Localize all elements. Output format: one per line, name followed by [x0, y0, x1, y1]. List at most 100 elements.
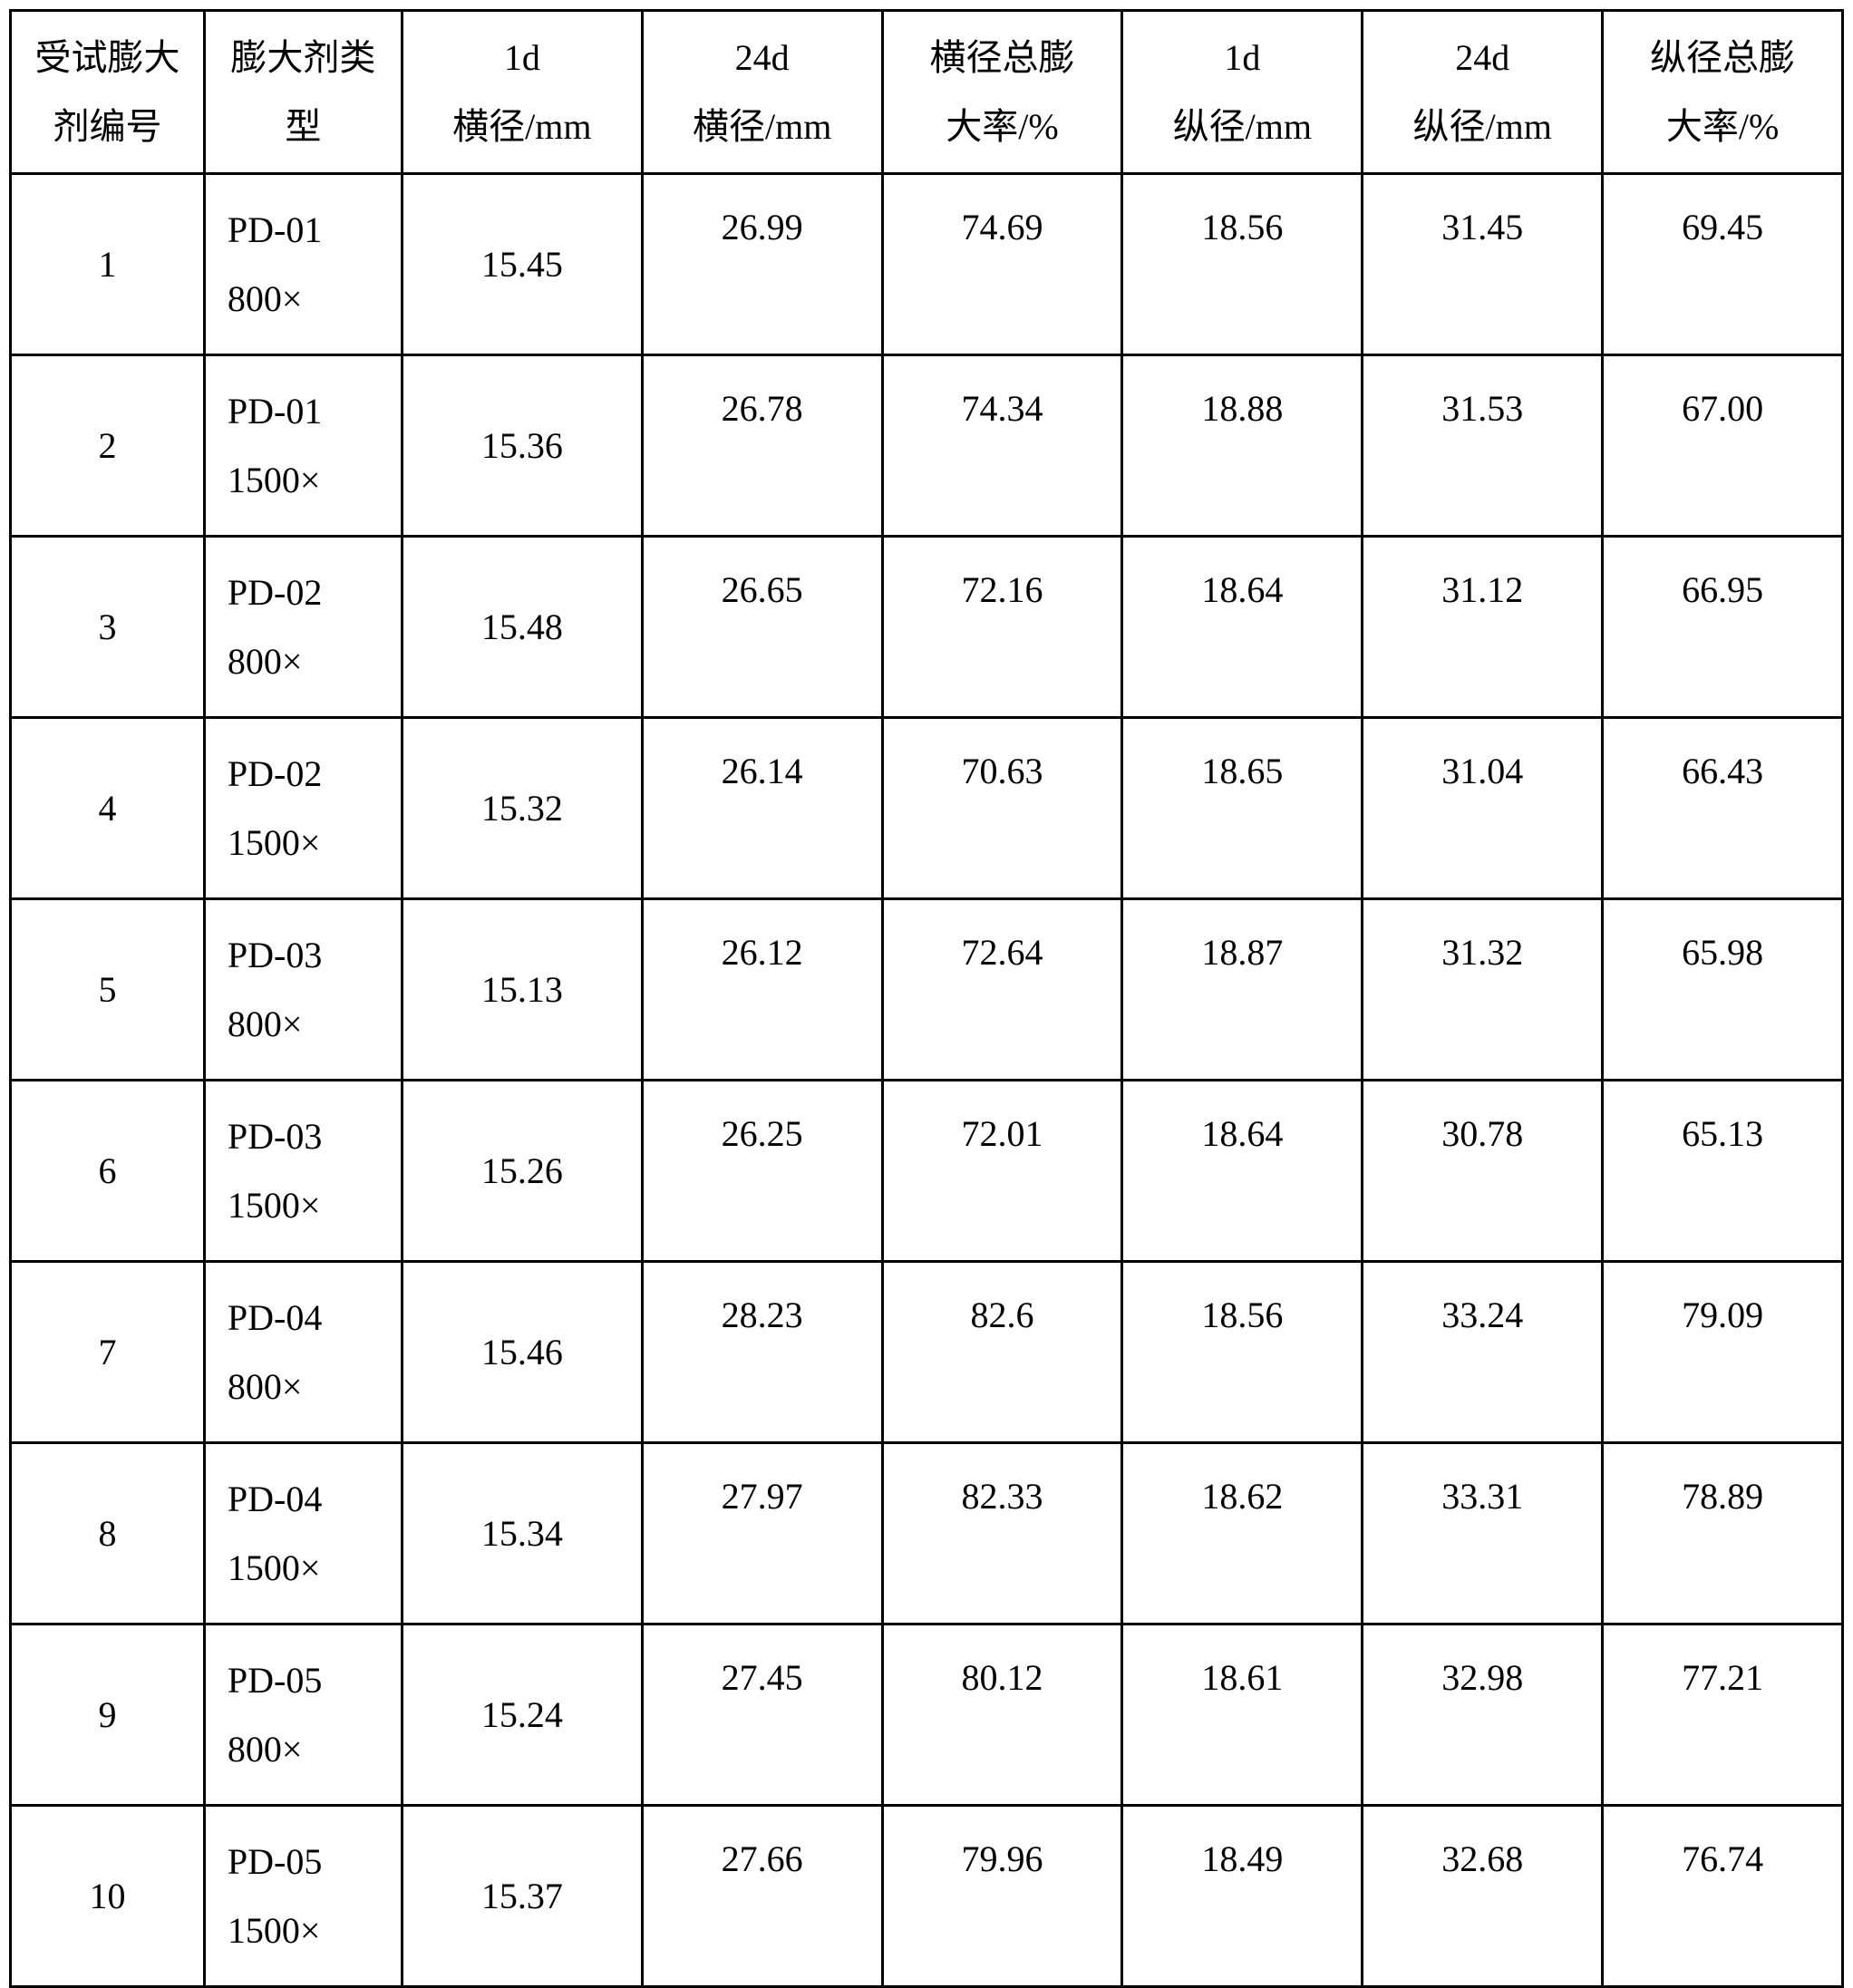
col-header-hrate: 横径总膨 大率/% [882, 11, 1122, 174]
cell-type-line1: PD-02 [228, 558, 401, 627]
cell-hrate: 70.63 [882, 718, 1122, 899]
table-body: 1PD-01800×15.4526.9974.6918.5631.4569.45… [11, 174, 1843, 1987]
cell-type: PD-01800× [204, 174, 402, 355]
table-header-row: 受试膨大 剂编号 膨大剂类 型 1d 横径/mm 24d 横径/mm 横径总膨 … [11, 11, 1843, 174]
cell-d24h: 26.65 [642, 537, 882, 718]
cell-vrate: 79.09 [1603, 1262, 1843, 1443]
col-header-vrate: 纵径总膨 大率/% [1603, 11, 1843, 174]
table-row: 2PD-011500×15.3626.7874.3418.8831.5367.0… [11, 355, 1843, 537]
cell-d1h: 15.24 [402, 1624, 642, 1806]
col-header-d24v: 24d 纵径/mm [1363, 11, 1603, 174]
cell-hrate: 72.01 [882, 1081, 1122, 1262]
cell-type-line1: PD-04 [228, 1284, 401, 1353]
cell-hrate: 74.69 [882, 174, 1122, 355]
cell-d1h: 15.48 [402, 537, 642, 718]
cell-d24v: 32.68 [1363, 1806, 1603, 1987]
cell-type-line2: 800× [228, 1353, 401, 1421]
cell-type-line1: PD-05 [228, 1828, 401, 1896]
cell-type-line1: PD-04 [228, 1465, 401, 1534]
cell-d24v: 31.12 [1363, 537, 1603, 718]
col-header-vrate-line2: 大率/% [1604, 92, 1841, 161]
cell-d24v: 31.53 [1363, 355, 1603, 537]
cell-d1v: 18.62 [1122, 1443, 1363, 1624]
cell-id: 3 [11, 537, 205, 718]
table-row: 4PD-021500×15.3226.1470.6318.6531.0466.4… [11, 718, 1843, 899]
col-header-id-line2: 剂编号 [12, 92, 203, 161]
cell-type-line1: PD-01 [228, 196, 401, 265]
cell-vrate: 69.45 [1603, 174, 1843, 355]
cell-type-line2: 1500× [228, 1896, 401, 1965]
cell-d24v: 31.32 [1363, 899, 1603, 1081]
col-header-id: 受试膨大 剂编号 [11, 11, 205, 174]
cell-id: 8 [11, 1443, 205, 1624]
cell-id: 9 [11, 1624, 205, 1806]
cell-d24v: 31.45 [1363, 174, 1603, 355]
cell-type-line2: 800× [228, 627, 401, 696]
cell-d1v: 18.56 [1122, 174, 1363, 355]
cell-d24h: 26.78 [642, 355, 882, 537]
cell-hrate: 82.33 [882, 1443, 1122, 1624]
col-header-d24v-line2: 纵径/mm [1363, 92, 1601, 161]
cell-d24h: 26.12 [642, 899, 882, 1081]
cell-id: 4 [11, 718, 205, 899]
cell-id: 5 [11, 899, 205, 1081]
cell-type: PD-05800× [204, 1624, 402, 1806]
cell-d1v: 18.61 [1122, 1624, 1363, 1806]
cell-d24h: 26.14 [642, 718, 882, 899]
table-row: 8PD-041500×15.3427.9782.3318.6233.3178.8… [11, 1443, 1843, 1624]
col-header-type-line2: 型 [206, 92, 401, 161]
col-header-hrate-line2: 大率/% [884, 92, 1121, 161]
cell-type-line2: 1500× [228, 1171, 401, 1240]
cell-vrate: 76.74 [1603, 1806, 1843, 1987]
cell-vrate: 66.95 [1603, 537, 1843, 718]
cell-vrate: 65.13 [1603, 1081, 1843, 1262]
cell-d1h: 15.36 [402, 355, 642, 537]
cell-hrate: 72.64 [882, 899, 1122, 1081]
cell-d1v: 18.65 [1122, 718, 1363, 899]
cell-type-line2: 800× [228, 265, 401, 334]
cell-d1v: 18.64 [1122, 1081, 1363, 1262]
col-header-hrate-line1: 横径总膨 [884, 24, 1121, 92]
cell-d1v: 18.49 [1122, 1806, 1363, 1987]
cell-id: 2 [11, 355, 205, 537]
table-row: 1PD-01800×15.4526.9974.6918.5631.4569.45 [11, 174, 1843, 355]
cell-id: 1 [11, 174, 205, 355]
cell-type-line2: 1500× [228, 1534, 401, 1603]
col-header-d24h-line1: 24d [644, 24, 881, 92]
col-header-d1v-line2: 纵径/mm [1123, 92, 1361, 161]
cell-type-line2: 1500× [228, 809, 401, 878]
cell-type-line2: 1500× [228, 446, 401, 515]
col-header-d24v-line1: 24d [1363, 24, 1601, 92]
cell-d24h: 27.97 [642, 1443, 882, 1624]
col-header-vrate-line1: 纵径总膨 [1604, 24, 1841, 92]
cell-type-line1: PD-02 [228, 740, 401, 809]
cell-d24h: 27.66 [642, 1806, 882, 1987]
cell-hrate: 74.34 [882, 355, 1122, 537]
cell-vrate: 65.98 [1603, 899, 1843, 1081]
cell-d24v: 33.31 [1363, 1443, 1603, 1624]
table-row: 5PD-03800×15.1326.1272.6418.8731.3265.98 [11, 899, 1843, 1081]
cell-d24h: 27.45 [642, 1624, 882, 1806]
cell-d24v: 31.04 [1363, 718, 1603, 899]
table-row: 3PD-02800×15.4826.6572.1618.6431.1266.95 [11, 537, 1843, 718]
table-row: 9PD-05800×15.2427.4580.1218.6132.9877.21 [11, 1624, 1843, 1806]
col-header-d1h: 1d 横径/mm [402, 11, 642, 174]
col-header-id-line1: 受试膨大 [12, 24, 203, 92]
table-row: 7PD-04800×15.4628.2382.618.5633.2479.09 [11, 1262, 1843, 1443]
cell-type-line1: PD-03 [228, 1102, 401, 1171]
col-header-type-line1: 膨大剂类 [206, 24, 401, 92]
cell-d1h: 15.32 [402, 718, 642, 899]
cell-d24h: 26.99 [642, 174, 882, 355]
cell-type: PD-041500× [204, 1443, 402, 1624]
col-header-d1v: 1d 纵径/mm [1122, 11, 1363, 174]
cell-d24v: 30.78 [1363, 1081, 1603, 1262]
cell-d24v: 32.98 [1363, 1624, 1603, 1806]
col-header-d1h-line1: 1d [403, 24, 641, 92]
cell-type-line2: 800× [228, 990, 401, 1059]
cell-d1h: 15.37 [402, 1806, 642, 1987]
cell-d24v: 33.24 [1363, 1262, 1603, 1443]
col-header-type: 膨大剂类 型 [204, 11, 402, 174]
cell-d24h: 28.23 [642, 1262, 882, 1443]
table-row: 10PD-051500×15.3727.6679.9618.4932.6876.… [11, 1806, 1843, 1987]
cell-hrate: 80.12 [882, 1624, 1122, 1806]
